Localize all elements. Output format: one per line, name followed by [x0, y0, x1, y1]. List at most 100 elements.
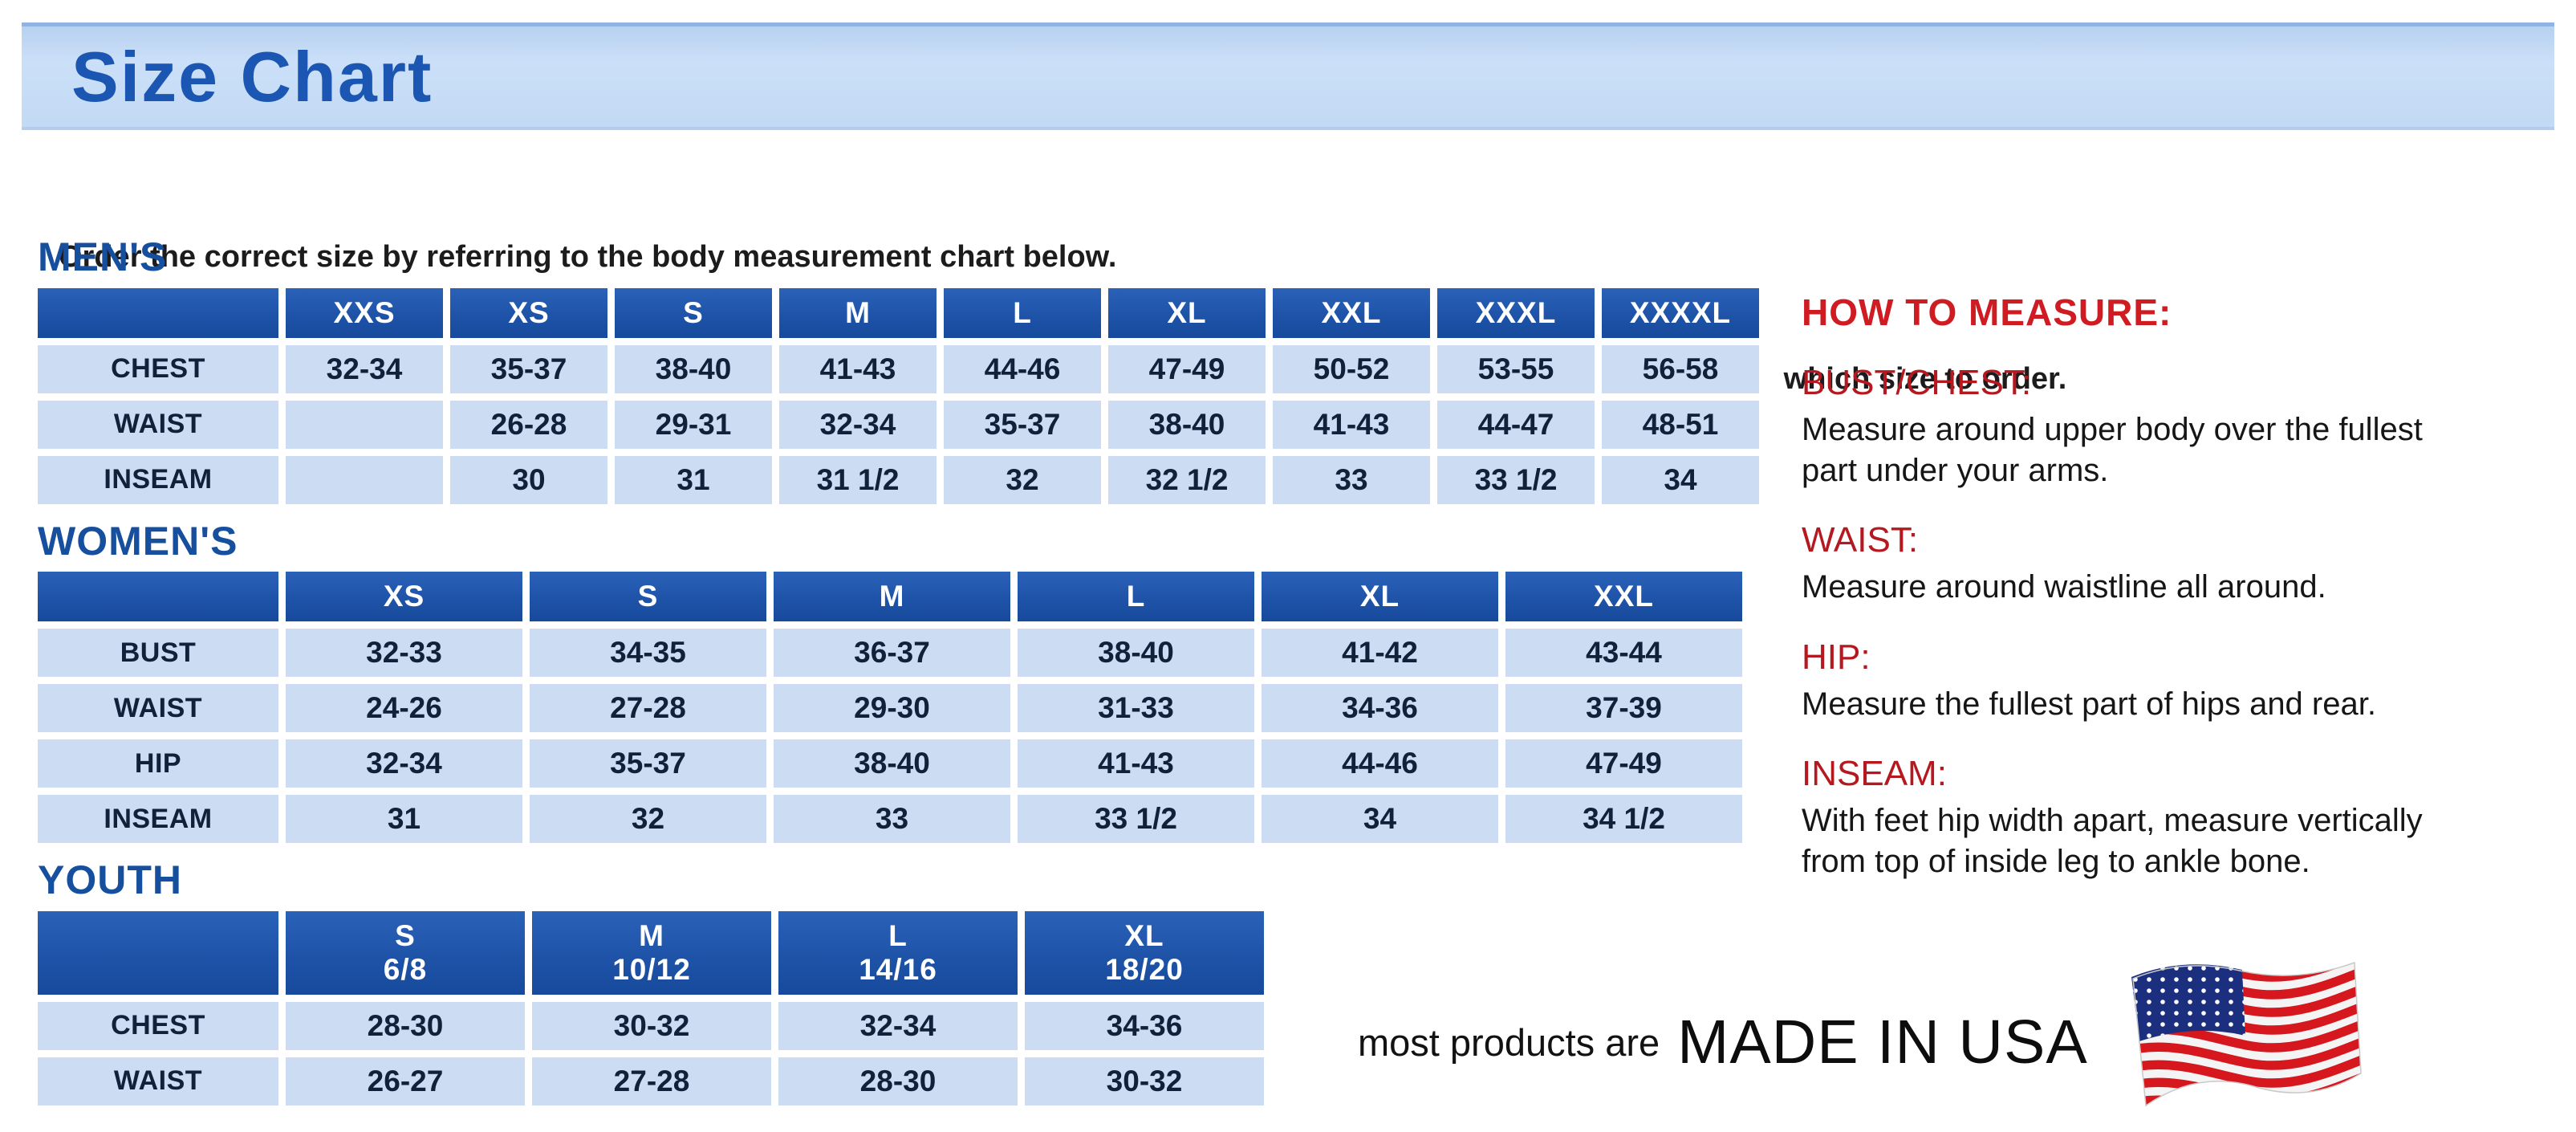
table-corner-cell — [38, 910, 278, 995]
table-cell: 28-30 — [778, 1057, 1018, 1106]
youth-age-label: 6/8 — [383, 952, 428, 986]
row-label-cell: WAIST — [38, 1057, 278, 1106]
womens-size-table: XS S M L XL XXL BUST 32-33 34-35 36-37 3… — [38, 572, 1779, 843]
table-cell: 32 — [530, 795, 766, 843]
measure-text-hip: Measure the fullest part of hips and rea… — [1802, 686, 2376, 722]
made-in-prefix: most products are — [1358, 1020, 1660, 1064]
table-cell: 27-28 — [530, 684, 766, 732]
table-cell: 47-49 — [1505, 739, 1742, 788]
row-label-cell: CHEST — [38, 344, 278, 393]
measure-heading-hip: HIP: — [1802, 637, 1871, 677]
row-label-cell: HIP — [38, 739, 278, 788]
column-header-cell: S — [615, 287, 772, 338]
table-cell — [286, 400, 443, 449]
table-cell: 31 — [615, 455, 772, 504]
row-label-cell: INSEAM — [38, 795, 278, 843]
table-cell: 30-32 — [1025, 1057, 1264, 1106]
table-cell: 41-42 — [1262, 629, 1498, 677]
table-corner-cell — [38, 572, 278, 621]
column-header-cell: M — [779, 287, 937, 338]
table-cell: 31-33 — [1018, 684, 1254, 732]
table-cell: 26-27 — [286, 1057, 525, 1106]
column-header-cell: M 10/12 — [532, 910, 771, 995]
table-cell: 28-30 — [286, 1001, 525, 1050]
table-cell: 27-28 — [532, 1057, 771, 1106]
table-cell: 33 — [774, 795, 1010, 843]
table-cell: 38-40 — [774, 739, 1010, 788]
made-in-usa-label: MADE IN USA — [1677, 1007, 2088, 1077]
column-header-cell: XL 18/20 — [1025, 910, 1264, 995]
table-cell: 50-52 — [1273, 344, 1430, 393]
measure-text-bust-chest: Measure around upper body over the fulle… — [1802, 412, 2423, 489]
youth-size-label: XL — [1124, 919, 1164, 953]
column-header-cell: XL — [1262, 572, 1498, 621]
row-label-cell: BUST — [38, 629, 278, 677]
table-cell: 31 1/2 — [779, 455, 937, 504]
youth-size-label: M — [639, 919, 664, 953]
page-banner: Size Chart — [22, 22, 2554, 130]
table-cell: 32-34 — [286, 739, 522, 788]
section-label-youth: YOUTH — [38, 857, 182, 902]
table-cell: 33 1/2 — [1437, 455, 1595, 504]
table-cell: 32 1/2 — [1108, 455, 1266, 504]
table-cell: 32-34 — [779, 400, 937, 449]
table-cell: 38-40 — [1018, 629, 1254, 677]
column-header-cell: L — [944, 287, 1101, 338]
column-header-cell: L — [1018, 572, 1254, 621]
column-header-cell: XS — [450, 287, 607, 338]
column-header-cell: S — [530, 572, 766, 621]
table-cell: 32-34 — [286, 344, 443, 393]
table-cell: 37-39 — [1505, 684, 1742, 732]
table-cell: 34 — [1262, 795, 1498, 843]
table-cell: 26-28 — [450, 400, 607, 449]
row-label-cell: CHEST — [38, 1001, 278, 1050]
made-in-usa-banner: most products are MADE IN USA — [1358, 954, 2364, 1130]
measure-text-inseam: With feet hip width apart, measure verti… — [1802, 802, 2423, 879]
youth-size-label: L — [888, 919, 908, 953]
table-cell: 35-37 — [944, 400, 1101, 449]
how-to-measure-title: HOW TO MEASURE: — [1802, 291, 2172, 333]
column-header-cell: XS — [286, 572, 522, 621]
table-cell: 29-30 — [774, 684, 1010, 732]
column-header-cell: XXL — [1273, 287, 1430, 338]
us-flag-icon — [2131, 961, 2362, 1106]
table-cell: 34-36 — [1025, 1001, 1264, 1050]
table-cell: 35-37 — [450, 344, 607, 393]
measure-text-waist: Measure around waistline all around. — [1802, 569, 2326, 605]
table-cell: 32 — [944, 455, 1101, 504]
youth-age-label: 10/12 — [612, 952, 691, 986]
measure-heading-bust-chest: BUST/CHEST: — [1802, 363, 2032, 402]
table-cell: 48-51 — [1602, 400, 1759, 449]
table-cell: 30 — [450, 455, 607, 504]
measure-heading-waist: WAIST: — [1802, 520, 1919, 560]
column-header-cell: XXS — [286, 287, 443, 338]
row-label-cell: WAIST — [38, 400, 278, 449]
row-label-cell: INSEAM — [38, 455, 278, 504]
youth-size-label: S — [395, 919, 416, 953]
column-header-cell: M — [774, 572, 1010, 621]
table-cell: 31 — [286, 795, 522, 843]
table-cell: 43-44 — [1505, 629, 1742, 677]
table-cell: 34-35 — [530, 629, 766, 677]
column-header-cell: XXXL — [1437, 287, 1595, 338]
table-cell: 47-49 — [1108, 344, 1266, 393]
table-cell: 41-43 — [779, 344, 937, 393]
table-cell: 44-46 — [944, 344, 1101, 393]
table-cell: 24-26 — [286, 684, 522, 732]
youth-age-label: 14/16 — [859, 952, 937, 986]
table-cell: 53-55 — [1437, 344, 1595, 393]
table-cell: 35-37 — [530, 739, 766, 788]
table-cell: 41-43 — [1273, 400, 1430, 449]
section-label-womens: WOMEN'S — [38, 518, 238, 564]
table-cell: 34 — [1602, 455, 1759, 504]
table-cell — [286, 455, 443, 504]
table-cell: 32-34 — [778, 1001, 1018, 1050]
column-header-cell: S 6/8 — [286, 910, 525, 995]
youth-age-label: 18/20 — [1105, 952, 1184, 986]
youth-size-table: S 6/8 M 10/12 L 14/16 XL 18/20 CHEST 28-… — [38, 910, 1779, 1106]
section-label-mens: MEN'S — [38, 234, 168, 279]
table-cell: 38-40 — [1108, 400, 1266, 449]
table-cell: 38-40 — [615, 344, 772, 393]
table-cell: 44-47 — [1437, 400, 1595, 449]
